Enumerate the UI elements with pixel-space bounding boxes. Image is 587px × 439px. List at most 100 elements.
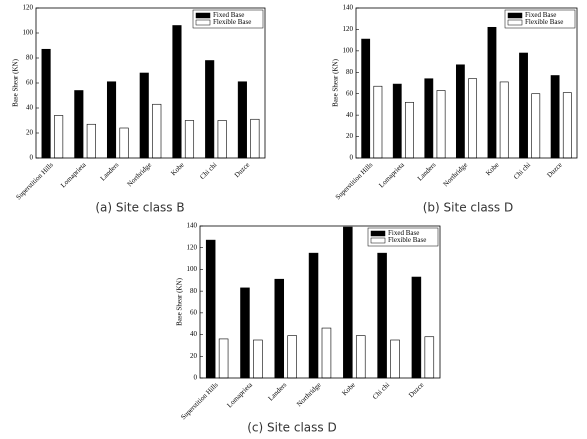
legend-label: Flexible Base [213,18,251,26]
x-tick-label: Duzce [545,161,563,179]
bar [106,81,117,159]
bar [119,127,129,159]
x-tick-label: Superstition Hills [14,161,55,202]
x-tick-label: Lomaprieta [59,160,88,189]
y-tick-label: 120 [343,25,354,33]
bar [86,123,96,159]
legend-box [192,9,264,29]
bar [531,93,541,159]
legend-box [504,9,576,29]
legend-label: Flexible Base [525,18,563,26]
bar [361,38,371,159]
y-tick-label: 0 [194,374,198,382]
x-tick-label: Landers [267,381,289,403]
legend-box [367,227,439,247]
plot-frame [355,7,578,159]
bar [172,25,182,159]
bar [152,103,162,159]
x-tick-label: Northridge [442,161,469,188]
legend-swatch [507,12,523,19]
bar [74,90,84,159]
bar [411,276,422,379]
bar [308,252,319,379]
y-tick-label: 40 [26,104,34,112]
caption: (b) Site class D [423,201,514,215]
caption: (c) Site class D [247,421,336,435]
x-tick-label: Kobe [169,161,185,177]
x-tick-label: Superstition Hills [334,161,375,202]
legend-swatch [507,19,523,26]
y-tick-label: 140 [343,4,354,12]
bar [405,101,414,159]
bar [237,81,247,159]
bar [468,78,478,159]
bar [562,92,572,159]
y-tick-label: 80 [346,68,354,76]
x-tick-label: Chi chi [198,161,218,181]
x-tick-label: Lomaprieta [226,380,255,409]
x-tick-label: Northridge [295,381,322,408]
y-axis-label: Base Shear (KN) [332,58,340,106]
y-axis-label: Base Shear (KN) [176,277,184,325]
y-tick-label: 20 [26,129,34,137]
caption: (a) Site class B [95,201,184,215]
y-tick-label: 20 [190,352,198,360]
y-axis-label: Base Shear (KN) [12,58,20,106]
bar [240,287,250,379]
bar [321,327,332,379]
x-tick-label: Lomaprieta [377,160,406,189]
bar [377,252,387,379]
bar [253,339,263,379]
legend-label: Fixed Base [525,11,556,19]
x-tick-label: Superstition Hills [179,381,220,422]
bar [205,239,216,379]
y-tick-label: 0 [30,154,34,162]
bar [139,72,149,159]
y-tick-label: 80 [26,54,34,62]
y-tick-label: 140 [187,222,198,230]
bar [392,83,402,159]
y-tick-label: 120 [23,4,34,12]
y-tick-label: 120 [187,243,198,251]
plot-frame [35,7,266,159]
x-tick-label: Duzce [233,161,251,179]
bar [41,48,51,159]
bar [455,64,465,159]
y-tick-label: 80 [190,287,198,295]
bar [54,115,64,159]
bar [487,26,497,159]
legend-label: Fixed Base [213,11,244,19]
x-tick-label: Duzce [407,381,425,399]
bar [499,81,509,159]
y-tick-label: 60 [26,79,34,87]
y-tick-label: 40 [346,111,354,119]
y-tick-label: 60 [346,89,354,97]
y-tick-label: 40 [190,330,198,338]
y-tick-label: 0 [350,154,354,162]
plot-frame [199,225,441,379]
y-tick-label: 100 [23,29,34,37]
x-tick-label: Chi chi [371,381,391,401]
legend-swatch [370,230,386,237]
x-tick-label: Northridge [126,161,153,188]
x-tick-label: Landers [416,161,438,183]
bar [274,278,285,379]
bar [343,226,353,379]
bar [355,335,366,379]
bar [550,75,560,159]
y-tick-label: 20 [346,132,354,140]
bar [390,339,400,379]
bar [373,85,383,159]
bar [424,78,434,159]
x-tick-label: Landers [99,161,121,183]
legend-swatch [195,12,211,19]
bar [184,120,195,159]
legend-label: Fixed Base [388,229,419,237]
bar [519,52,528,159]
y-tick-label: 60 [190,308,198,316]
y-tick-label: 100 [187,265,198,273]
x-tick-label: Chi chi [512,161,532,181]
bar [250,118,260,159]
x-tick-label: Kobe [484,161,500,177]
